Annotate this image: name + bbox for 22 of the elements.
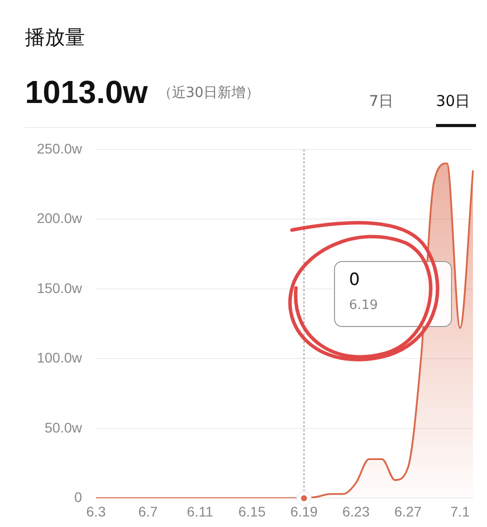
annotation: 0 bbox=[349, 270, 361, 290]
y-tick-label: 250.0w bbox=[36, 140, 83, 156]
x-tick-label: 6.11 bbox=[186, 503, 214, 520]
y-tick-label: 50.0w bbox=[44, 419, 83, 436]
chart-subtitle: 1013.0w bbox=[25, 74, 148, 110]
y-tick-label: 100.0w bbox=[36, 350, 83, 366]
x-tick-label: 6.3 bbox=[86, 503, 106, 520]
x-tick-label: 6.27 bbox=[394, 503, 422, 520]
y-tick-label: 200.0w bbox=[36, 210, 83, 226]
tooltip-card: 0 6.19 bbox=[334, 261, 452, 328]
chart-title: 播放量 bbox=[25, 24, 85, 51]
y-tick-label: 150.0w bbox=[36, 280, 83, 296]
annotation: 6.19 bbox=[349, 298, 379, 314]
x-tick-label: 6.15 bbox=[238, 503, 266, 520]
y-tick-label: 0 bbox=[74, 489, 82, 506]
x-tick-label: 7.1 bbox=[450, 503, 470, 520]
x-tick-label: 6.19 bbox=[290, 503, 318, 520]
text: （近30日新增） bbox=[158, 85, 260, 101]
x-tick-label: 6.7 bbox=[138, 503, 158, 520]
x-tick-label: 6.23 bbox=[342, 503, 370, 520]
text: 30日 bbox=[436, 92, 470, 111]
text: 7日 bbox=[369, 92, 394, 111]
